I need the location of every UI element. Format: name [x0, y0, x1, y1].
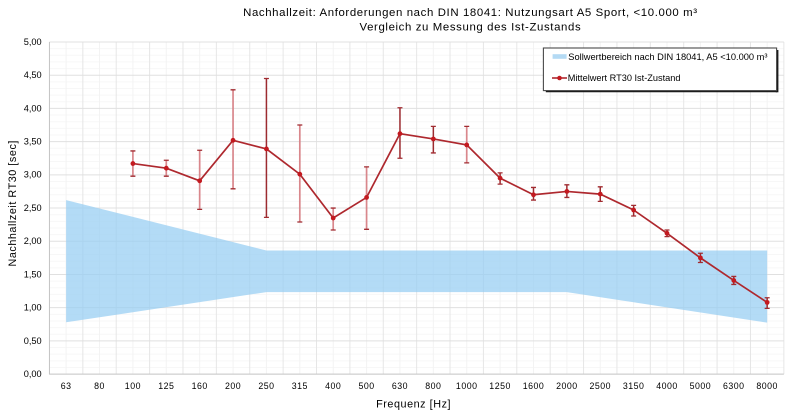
- svg-text:Nachhallzeit RT30 [sec]: Nachhallzeit RT30 [sec]: [7, 140, 19, 266]
- svg-text:1000: 1000: [456, 381, 478, 391]
- svg-text:3,50: 3,50: [24, 137, 42, 147]
- svg-text:200: 200: [225, 381, 241, 391]
- svg-text:6300: 6300: [723, 381, 745, 391]
- svg-text:2,00: 2,00: [24, 236, 42, 246]
- svg-text:4000: 4000: [656, 381, 678, 391]
- svg-text:630: 630: [392, 381, 408, 391]
- svg-text:0,50: 0,50: [24, 336, 42, 346]
- svg-text:1,50: 1,50: [24, 269, 42, 279]
- svg-text:Sollwertbereich nach DIN 18041: Sollwertbereich nach DIN 18041, A5 <10.0…: [568, 52, 767, 62]
- svg-text:8000: 8000: [756, 381, 778, 391]
- svg-text:Nachhallzeit: Anforderungen na: Nachhallzeit: Anforderungen nach DIN 180…: [243, 7, 698, 19]
- svg-text:5,00: 5,00: [24, 37, 42, 47]
- svg-text:1250: 1250: [489, 381, 511, 391]
- svg-text:80: 80: [94, 381, 105, 391]
- svg-text:1,00: 1,00: [24, 303, 42, 313]
- svg-text:Mittelwert RT30 Ist-Zustand: Mittelwert RT30 Ist-Zustand: [568, 73, 681, 83]
- svg-text:4,50: 4,50: [24, 70, 42, 80]
- svg-text:1600: 1600: [523, 381, 545, 391]
- svg-text:3,00: 3,00: [24, 170, 42, 180]
- svg-text:3150: 3150: [623, 381, 645, 391]
- svg-text:2,50: 2,50: [24, 203, 42, 213]
- svg-text:800: 800: [425, 381, 441, 391]
- svg-text:2500: 2500: [589, 381, 611, 391]
- svg-text:63: 63: [61, 381, 72, 391]
- svg-text:0,00: 0,00: [24, 369, 42, 379]
- svg-text:500: 500: [358, 381, 374, 391]
- svg-text:100: 100: [125, 381, 141, 391]
- svg-text:Frequenz [Hz]: Frequenz [Hz]: [376, 398, 451, 410]
- svg-text:Vergleich zu Messung des Ist-Z: Vergleich zu Messung des Ist-Zustands: [360, 22, 582, 34]
- svg-text:160: 160: [192, 381, 208, 391]
- svg-text:125: 125: [158, 381, 174, 391]
- svg-text:5000: 5000: [690, 381, 712, 391]
- svg-text:315: 315: [292, 381, 308, 391]
- svg-text:250: 250: [258, 381, 274, 391]
- svg-text:2000: 2000: [556, 381, 578, 391]
- svg-text:400: 400: [325, 381, 341, 391]
- svg-text:4,00: 4,00: [24, 103, 42, 113]
